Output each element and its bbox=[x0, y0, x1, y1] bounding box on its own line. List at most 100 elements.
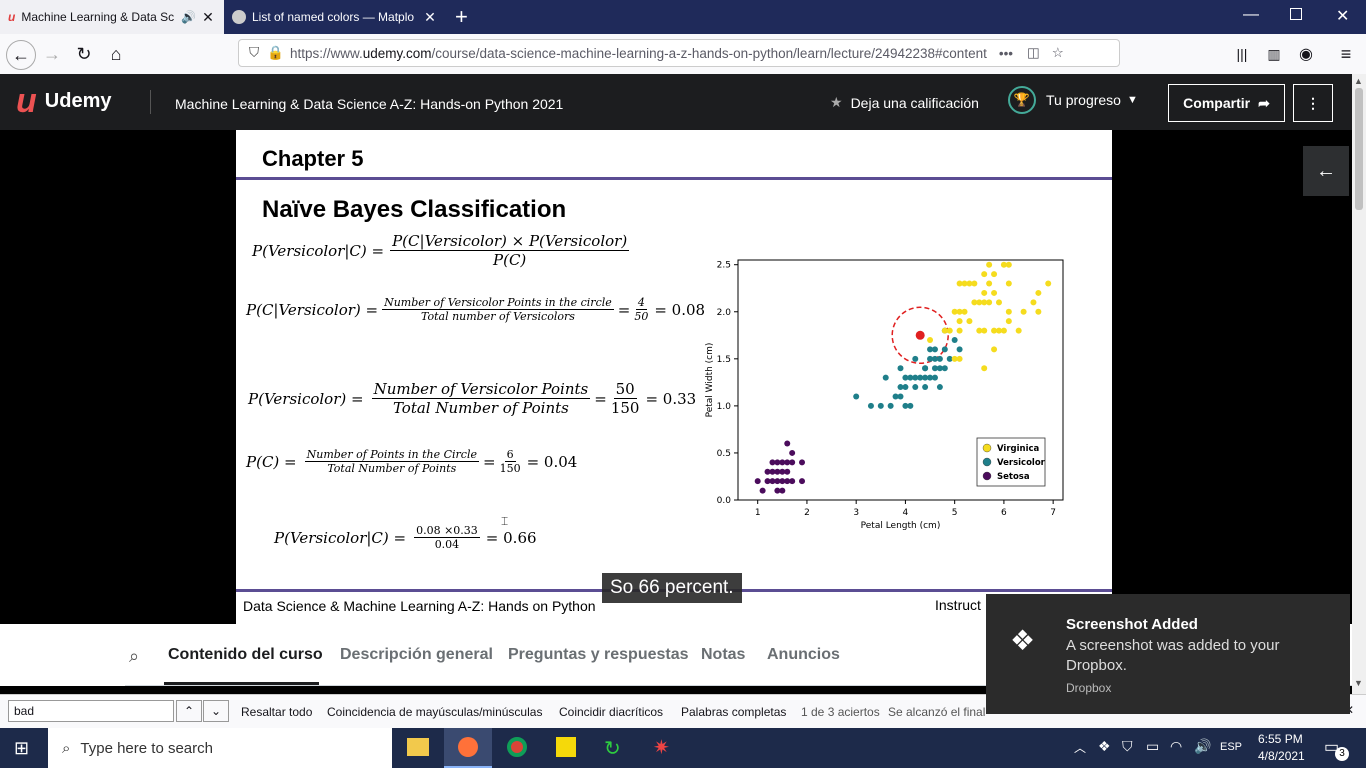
clock-time[interactable]: 6:55 PM bbox=[1258, 732, 1303, 746]
library-icon[interactable]: ||| bbox=[1236, 46, 1248, 62]
dropbox-tray-icon[interactable]: ❖ bbox=[1098, 738, 1111, 754]
data-point-setosa bbox=[789, 449, 796, 456]
scroll-down-icon[interactable]: ▼ bbox=[1354, 678, 1363, 688]
data-point-versicolor bbox=[902, 384, 909, 391]
diacritics-option[interactable]: Coincidir diacríticos bbox=[559, 705, 664, 719]
chrome-icon[interactable] bbox=[507, 737, 527, 757]
data-point-virginica bbox=[966, 280, 973, 287]
query-point bbox=[915, 330, 925, 340]
data-point-versicolor bbox=[912, 355, 919, 362]
tab-title: List of named colors — Matplo bbox=[252, 10, 415, 24]
url-bar[interactable]: ⛉ 🔒 https://www. udemy.com /course/data-… bbox=[238, 39, 1120, 67]
legend-label: Virginica bbox=[997, 444, 1040, 454]
close-tab-icon[interactable]: ✕ bbox=[424, 8, 436, 25]
browser-tab-matplotlib[interactable]: List of named colors — Matplo ✕ bbox=[224, 0, 446, 34]
lock-icon[interactable]: 🔒 bbox=[267, 45, 284, 60]
scroll-up-icon[interactable]: ▲ bbox=[1354, 76, 1363, 86]
data-point-virginica bbox=[1005, 308, 1012, 315]
y-tick-label: 1.5 bbox=[717, 355, 731, 365]
wifi-icon[interactable]: ◠ bbox=[1170, 738, 1183, 754]
home-button[interactable]: ⌂ bbox=[110, 43, 122, 64]
data-point-versicolor bbox=[867, 402, 874, 409]
refresh-app-icon[interactable]: ↻ bbox=[604, 738, 621, 760]
data-point-virginica bbox=[1000, 327, 1007, 334]
reload-button[interactable]: ↻ bbox=[76, 43, 92, 64]
highlight-all-option[interactable]: Resaltar todo bbox=[241, 705, 313, 719]
dropbox-notification[interactable]: ❖ Screenshot Added A screenshot was adde… bbox=[986, 594, 1350, 714]
share-button[interactable]: Compartir ➦ bbox=[1168, 84, 1285, 122]
match-case-option[interactable]: Coincidencia de mayúsculas/minúsculas bbox=[327, 705, 543, 719]
data-point-virginica bbox=[951, 355, 958, 362]
search-icon[interactable]: ⌕ bbox=[129, 646, 140, 666]
data-point-versicolor bbox=[902, 374, 909, 381]
close-window-button[interactable]: ✕ bbox=[1336, 8, 1350, 25]
course-title[interactable]: Machine Learning & Data Science A-Z: Han… bbox=[175, 96, 564, 112]
data-point-setosa bbox=[774, 468, 781, 475]
page-actions-icon[interactable]: ••• bbox=[998, 45, 1014, 61]
new-tab-button[interactable]: + bbox=[455, 4, 468, 29]
tab-course-content[interactable]: Contenido del curso bbox=[168, 646, 323, 663]
find-input[interactable]: bad bbox=[8, 700, 174, 722]
pocket-icon[interactable]: ◫ bbox=[1027, 45, 1040, 60]
data-point-setosa bbox=[754, 478, 761, 485]
data-point-setosa bbox=[784, 478, 791, 485]
equation-evidence: P(C) = Number of Points in the Circle To… bbox=[246, 448, 578, 475]
security-tray-icon[interactable]: ⛉ bbox=[1122, 738, 1133, 754]
language-indicator[interactable]: ESP bbox=[1220, 741, 1243, 753]
sidebar-icon[interactable]: ▥ bbox=[1267, 45, 1281, 62]
data-point-setosa bbox=[779, 468, 786, 475]
spider-app-icon[interactable]: ✷ bbox=[653, 737, 670, 759]
sidebar-toggle-button[interactable]: ← bbox=[1303, 146, 1349, 196]
whole-words-option[interactable]: Palabras completas bbox=[681, 705, 787, 719]
tab-announcements[interactable]: Anuncios bbox=[767, 646, 840, 663]
account-icon[interactable]: ◉ bbox=[1299, 46, 1313, 63]
battery-icon[interactable]: ▭ bbox=[1146, 738, 1160, 754]
restore-button[interactable] bbox=[1290, 8, 1302, 20]
data-point-virginica bbox=[1000, 261, 1007, 268]
url-path: /course/data-science-machine-learning-a-… bbox=[431, 45, 987, 61]
firefox-icon[interactable] bbox=[444, 728, 492, 768]
tray-chevron-icon[interactable]: ︿ bbox=[1074, 741, 1087, 755]
volume-icon[interactable]: 🔊 bbox=[1194, 738, 1212, 754]
x-tick-label: 7 bbox=[1050, 508, 1056, 518]
taskbar-search[interactable]: ⌕ Type here to search bbox=[48, 728, 392, 768]
windows-start-icon[interactable]: ⊞ bbox=[14, 738, 30, 758]
shield-icon[interactable]: ⛉ bbox=[249, 45, 260, 60]
forward-button[interactable]: → bbox=[43, 43, 61, 64]
data-point-versicolor bbox=[956, 346, 963, 353]
page-scrollbar[interactable]: ▲ ▼ bbox=[1352, 74, 1366, 694]
data-point-versicolor bbox=[897, 365, 904, 372]
rate-course[interactable]: ★ Deja una calificación bbox=[830, 94, 979, 111]
udemy-logo[interactable]: u Udemy bbox=[16, 82, 112, 120]
data-point-virginica bbox=[927, 337, 934, 343]
data-point-setosa bbox=[769, 459, 776, 466]
tab-overview[interactable]: Descripción general bbox=[340, 646, 493, 663]
clock-date[interactable]: 4/8/2021 bbox=[1258, 749, 1305, 763]
y-axis-label: Petal Width (cm) bbox=[705, 343, 715, 418]
scrollbar-thumb[interactable] bbox=[1355, 88, 1363, 210]
sticky-notes-icon[interactable] bbox=[556, 737, 576, 757]
data-point-setosa bbox=[799, 459, 806, 466]
bookmark-star-icon[interactable]: ☆ bbox=[1051, 45, 1064, 60]
query-radius-circle bbox=[891, 306, 949, 365]
data-point-setosa bbox=[764, 468, 771, 475]
more-options-button[interactable]: ⋮ bbox=[1293, 84, 1333, 122]
tab-notes[interactable]: Notas bbox=[701, 646, 746, 663]
dropbox-icon: ❖ bbox=[1010, 625, 1036, 656]
browser-tab-udemy[interactable]: u Machine Learning & Data Sc 🔊 ✕ bbox=[0, 0, 224, 34]
find-previous-button[interactable]: ⌃ bbox=[176, 700, 202, 722]
speaker-icon[interactable]: 🔊 bbox=[181, 10, 196, 24]
data-point-setosa bbox=[789, 478, 796, 485]
minimize-button[interactable]: — bbox=[1243, 6, 1259, 23]
data-point-virginica bbox=[976, 299, 983, 306]
toast-body: A screenshot was added to your Dropbox. bbox=[1066, 637, 1280, 674]
tab-qa[interactable]: Preguntas y respuestas bbox=[508, 646, 689, 663]
app-menu-icon[interactable]: ≡ bbox=[1340, 43, 1352, 64]
file-explorer-icon[interactable] bbox=[407, 738, 429, 756]
data-point-virginica bbox=[991, 346, 998, 353]
back-button[interactable]: ← bbox=[6, 40, 36, 70]
star-icon: ★ bbox=[830, 94, 843, 110]
progress-dropdown[interactable]: 🏆 Tu progreso ▼ bbox=[1008, 86, 1138, 114]
close-tab-icon[interactable]: ✕ bbox=[202, 8, 214, 25]
find-next-button[interactable]: ⌄ bbox=[203, 700, 229, 722]
